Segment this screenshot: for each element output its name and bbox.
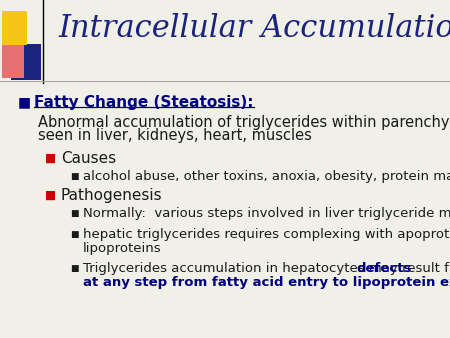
Bar	[11, 44, 40, 80]
Text: at any step from fatty acid entry to lipoprotein exit: at any step from fatty acid entry to lip…	[83, 276, 450, 289]
Text: alcohol abuse, other toxins, anoxia, obesity, protein malnutrition: alcohol abuse, other toxins, anoxia, obe…	[83, 170, 450, 183]
Text: Intracellular Accumulations: Intracellular Accumulations	[58, 13, 450, 44]
Text: lipoproteins: lipoproteins	[83, 242, 162, 255]
Text: Normally:  various steps involved in liver triglyceride metabolism: Normally: various steps involved in live…	[83, 207, 450, 220]
Text: seen in liver, kidneys, heart, muscles: seen in liver, kidneys, heart, muscles	[38, 128, 312, 143]
Text: Abnormal accumulation of triglycerides within parenchymal cells: Abnormal accumulation of triglycerides w…	[38, 115, 450, 130]
Text: defects: defects	[357, 262, 412, 275]
Text: ■: ■	[70, 172, 78, 181]
Text: ■: ■	[70, 209, 78, 218]
Text: ■: ■	[70, 231, 78, 239]
Text: Fatty Change (Steatosis):: Fatty Change (Steatosis):	[34, 95, 253, 110]
Text: hepatic triglycerides requires complexing with apoproteins to form: hepatic triglycerides requires complexin…	[83, 228, 450, 241]
Text: Pathogenesis: Pathogenesis	[61, 188, 162, 203]
Text: Causes: Causes	[61, 151, 116, 166]
Text: ■: ■	[45, 189, 56, 202]
Text: ■: ■	[70, 264, 78, 273]
Text: Triglycerides accumulation in hepatocytes may result from: Triglycerides accumulation in hepatocyte…	[83, 262, 450, 275]
Text: ■: ■	[18, 95, 31, 109]
Bar	[2, 45, 24, 78]
Text: ■: ■	[45, 152, 56, 165]
Bar	[2, 11, 27, 45]
